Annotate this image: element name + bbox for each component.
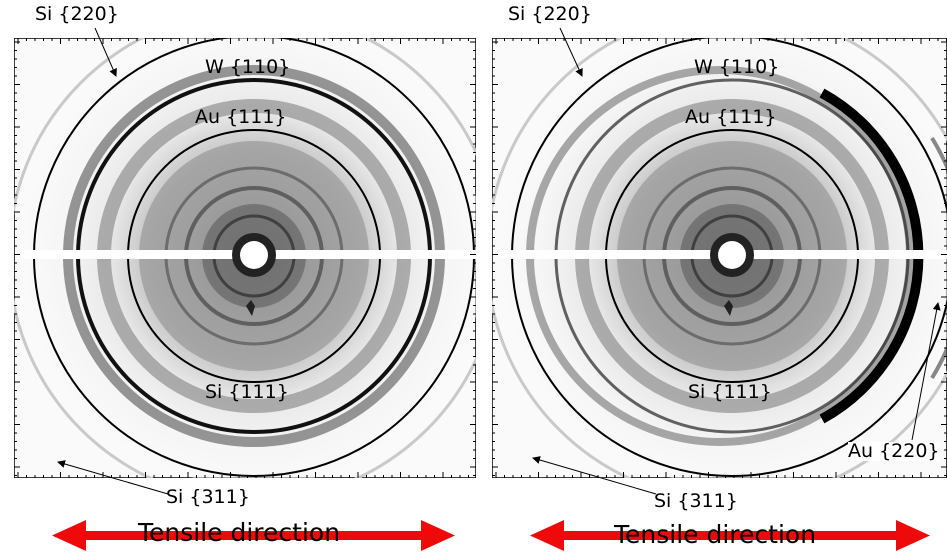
label-si220-right: Si {220} [508, 3, 592, 25]
label-si220-left: Si {220} [35, 3, 119, 25]
label-si311-right: Si {311} [654, 490, 738, 512]
diffraction-pattern-right [492, 38, 947, 478]
label-au111-right: Au {111} [685, 106, 777, 128]
label-si111-left: Si {111} [205, 381, 289, 403]
label-si311-left: Si {311} [166, 486, 250, 508]
label-w110-right: W {110} [694, 56, 780, 78]
diffraction-pattern-left [14, 38, 476, 478]
label-au111-left: Au {111} [195, 106, 287, 128]
label-w110-left: W {110} [205, 56, 291, 78]
diffraction-image-right [492, 38, 947, 478]
diffraction-image-left [14, 38, 476, 478]
label-si111-right: Si {111} [688, 381, 772, 403]
label-au220-right: Au {220} [848, 440, 940, 462]
caption-tensile-direction-left: Tensile direction [138, 518, 341, 547]
caption-tensile-direction-right: Tensile direction [614, 520, 817, 549]
